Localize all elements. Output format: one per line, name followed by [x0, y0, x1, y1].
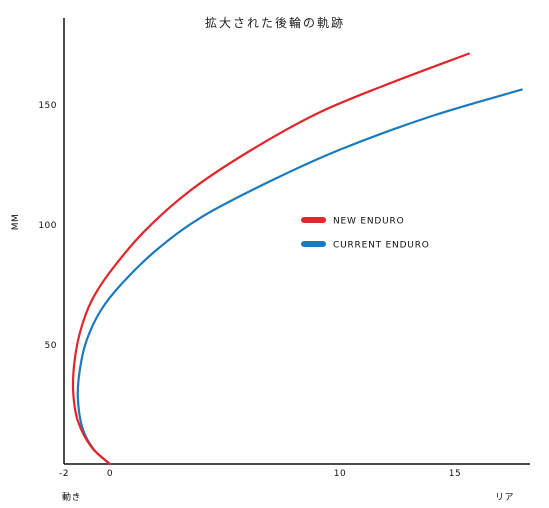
legend-label: CURRENT ENDURO [333, 241, 430, 251]
x-label-left: 動き [62, 492, 81, 503]
chart-title: 拡大された後輪の軌跡 [205, 15, 345, 30]
x-tick-label: 15 [449, 469, 461, 479]
series-line-current-enduro [76, 88, 523, 466]
legend-label: NEW ENDURO [333, 217, 404, 227]
x-tick-label: -2 [59, 469, 69, 479]
y-axis-label: MM [11, 214, 21, 231]
y-tick-label: 100 [38, 221, 57, 231]
y-ticks: 50 100 150 [38, 101, 57, 351]
x-label-right: リア [495, 493, 514, 503]
series-line-new-enduro [71, 52, 470, 466]
x-ticks: -2 0 10 15 [59, 469, 461, 479]
y-tick-label: 150 [38, 101, 57, 111]
y-tick-label: 50 [45, 341, 57, 351]
axes [63, 18, 530, 465]
series-lines [71, 52, 523, 466]
x-tick-label: 0 [107, 469, 113, 479]
x-tick-label: 10 [334, 469, 346, 479]
legend: NEW ENDURO CURRENT ENDURO [301, 217, 430, 251]
